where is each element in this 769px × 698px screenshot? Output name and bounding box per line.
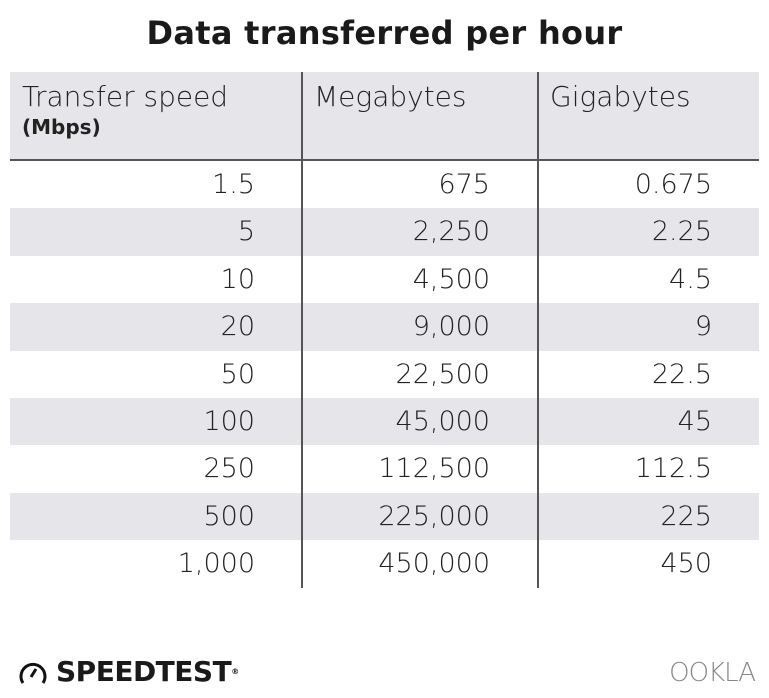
header-label: Transfer speed <box>22 80 229 113</box>
megabytes-cell: 4,500 <box>412 263 490 295</box>
table-row: 1,000 450,000 450 <box>10 540 759 587</box>
header-gigabytes: Gigabytes <box>550 80 691 113</box>
gigabytes-cell: 450 <box>660 548 712 580</box>
speed-cell: 20 <box>220 311 255 343</box>
table-row: 10 4,500 4.5 <box>10 256 759 303</box>
header-sublabel: (Mbps) <box>22 115 101 139</box>
gigabytes-cell: 225 <box>660 500 712 532</box>
column-divider <box>301 72 303 588</box>
megabytes-cell: 2,250 <box>412 216 490 248</box>
data-table: Transfer speed (Mbps) Megabytes Gigabyte… <box>10 72 759 588</box>
speed-cell: 50 <box>220 358 255 390</box>
ookla-logo: OOKLA <box>669 658 756 688</box>
table-row: 20 9,000 9 <box>10 303 759 351</box>
chart-title: Data transferred per hour <box>146 14 623 52</box>
table-row: 250 112,500 112.5 <box>10 445 759 492</box>
gigabytes-cell: 4.5 <box>669 263 712 295</box>
speed-cell: 250 <box>203 453 255 485</box>
speed-cell: 1.5 <box>212 169 255 200</box>
megabytes-cell: 675 <box>438 169 490 200</box>
table-row: 500 225,000 225 <box>10 492 759 541</box>
table-row: 100 45,000 45 <box>10 397 759 446</box>
speedometer-icon <box>19 662 47 684</box>
gigabytes-cell: 2.25 <box>651 216 712 248</box>
megabytes-cell: 45,000 <box>395 405 490 437</box>
table-row: 1.5 675 0.675 <box>10 161 759 208</box>
speed-cell: 500 <box>203 500 255 532</box>
header-megabytes: Megabytes <box>314 80 467 113</box>
table-row: 5 2,250 2.25 <box>10 208 759 256</box>
speed-cell: 5 <box>237 216 255 248</box>
gigabytes-cell: 112.5 <box>634 453 712 485</box>
gigabytes-cell: 45 <box>677 405 712 437</box>
column-divider <box>537 72 539 588</box>
megabytes-cell: 112,500 <box>378 453 490 485</box>
megabytes-cell: 9,000 <box>412 311 490 343</box>
megabytes-cell: 450,000 <box>378 548 490 580</box>
speed-cell: 1,000 <box>177 548 255 580</box>
megabytes-cell: 225,000 <box>378 500 490 532</box>
megabytes-cell: 22,500 <box>395 358 490 390</box>
header-transfer-speed: Transfer speed (Mbps) <box>22 80 228 139</box>
gigabytes-cell: 0.675 <box>634 169 712 200</box>
gigabytes-cell: 9 <box>694 311 712 343</box>
gigabytes-cell: 22.5 <box>651 358 712 390</box>
table-header: Transfer speed (Mbps) Megabytes Gigabyte… <box>10 72 759 161</box>
speed-cell: 100 <box>203 405 255 437</box>
table-row: 50 22,500 22.5 <box>10 351 759 398</box>
speed-cell: 10 <box>220 263 255 295</box>
brand-name: SPEEDTEST <box>56 655 232 688</box>
speedtest-logo: SPEEDTEST ® <box>18 655 239 688</box>
